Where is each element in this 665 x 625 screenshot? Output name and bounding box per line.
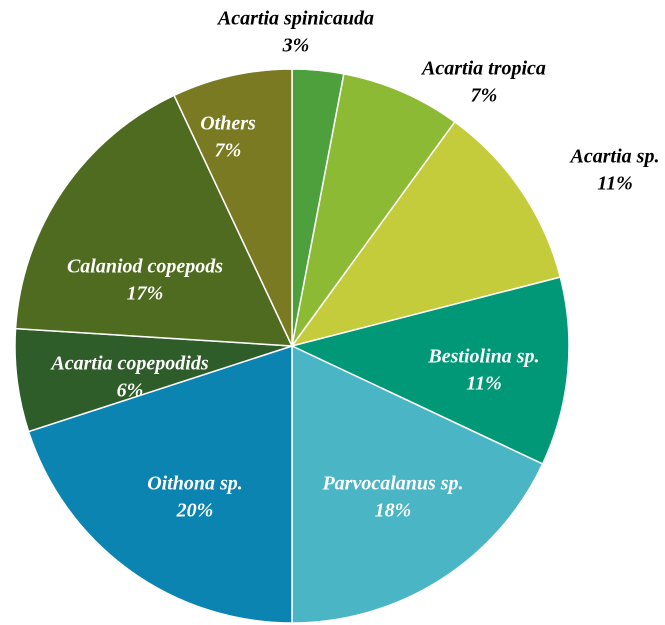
slice-label: Acartia spinicauda	[216, 8, 374, 30]
slice-label: Acartia tropica	[420, 58, 546, 80]
slice-value-label: 7%	[471, 85, 498, 107]
pie-slice	[289, 276, 570, 465]
slice-value-label: 3%	[282, 35, 310, 57]
pie-slice	[14, 94, 294, 347]
slice-label: Calaniod copepods	[67, 256, 223, 278]
slice-label: Parvocalanus sp.	[321, 473, 463, 495]
pie-slice	[27, 344, 293, 624]
slice-value-label: 20%	[176, 500, 214, 522]
pie-slice	[173, 68, 293, 347]
slice-value-label: 17%	[127, 283, 164, 305]
slice-value-label: 18%	[375, 500, 412, 522]
slice-label: Oithona sp.	[147, 473, 243, 495]
slice-value-label: 6%	[117, 380, 144, 402]
pie-slice	[290, 120, 562, 348]
slice-label: Bestiolina sp.	[427, 346, 539, 368]
pie-slice	[291, 73, 456, 347]
slice-label: Others	[200, 113, 256, 135]
slice-value-label: 11%	[597, 173, 633, 195]
pie-slice	[291, 344, 544, 624]
slice-value-label: 11%	[466, 373, 502, 395]
slice-label: Acartia sp.	[569, 146, 660, 168]
slice-label: Acartia copepodids	[49, 353, 208, 375]
slice-value-label: 7%	[215, 140, 242, 162]
